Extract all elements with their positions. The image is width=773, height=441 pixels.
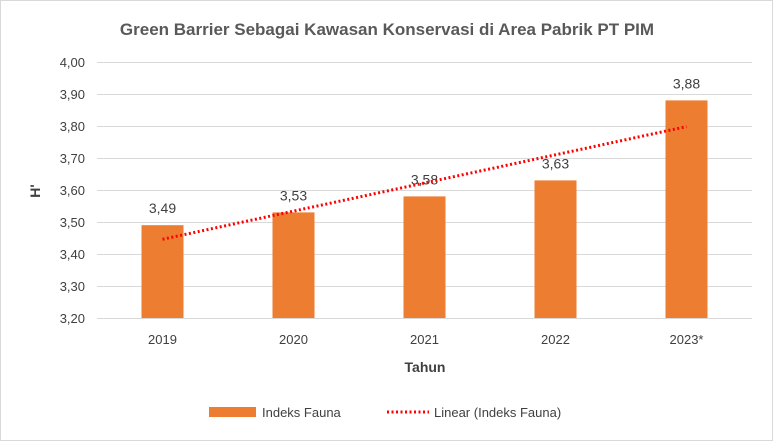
y-tick-label: 3,30: [60, 279, 85, 294]
chart-title: Green Barrier Sebagai Kawasan Konservasi…: [120, 20, 654, 39]
data-label: 3,88: [673, 75, 700, 91]
y-tick-label: 3,80: [60, 119, 85, 134]
y-tick-label: 3,50: [60, 215, 85, 230]
x-tick-label: 2020: [279, 332, 308, 347]
y-axis-ticks: 3,20 3,30 3,40 3,50 3,60 3,70 3,80 3,90 4,00: [60, 55, 85, 326]
legend-swatch-indeks-fauna: [209, 407, 256, 417]
trendline: [162, 125, 687, 241]
legend: Indeks Fauna Linear (Indeks Fauna): [209, 405, 561, 420]
data-label: 3,49: [149, 200, 176, 216]
x-tick-label: 2019: [148, 332, 177, 347]
data-labels: 3,493,533,583,633,88: [149, 75, 700, 216]
legend-label-trendline: Linear (Indeks Fauna): [434, 405, 561, 420]
x-tick-label: 2022: [541, 332, 570, 347]
y-tick-label: 3,20: [60, 311, 85, 326]
trendline-line: [162, 125, 687, 241]
y-tick-label: 3,40: [60, 247, 85, 262]
data-label: 3,53: [280, 187, 307, 203]
y-tick-label: 3,90: [60, 87, 85, 102]
y-axis-title: H': [27, 184, 43, 197]
x-tick-label: 2021: [410, 332, 439, 347]
x-axis-title: Tahun: [405, 359, 446, 375]
legend-label-indeks-fauna: Indeks Fauna: [262, 405, 342, 420]
bar: [272, 212, 315, 318]
y-tick-label: 3,70: [60, 151, 85, 166]
x-axis-ticks: 2019 2020 2021 2022 2023*: [148, 332, 703, 347]
y-tick-label: 3,60: [60, 183, 85, 198]
x-tick-label: 2023*: [670, 332, 704, 347]
bar: [665, 100, 708, 319]
bar: [403, 196, 446, 318]
y-tick-label: 4,00: [60, 55, 85, 70]
bar: [141, 225, 184, 318]
bars: [141, 100, 708, 319]
data-label: 3,63: [542, 155, 569, 171]
bar: [534, 180, 577, 318]
